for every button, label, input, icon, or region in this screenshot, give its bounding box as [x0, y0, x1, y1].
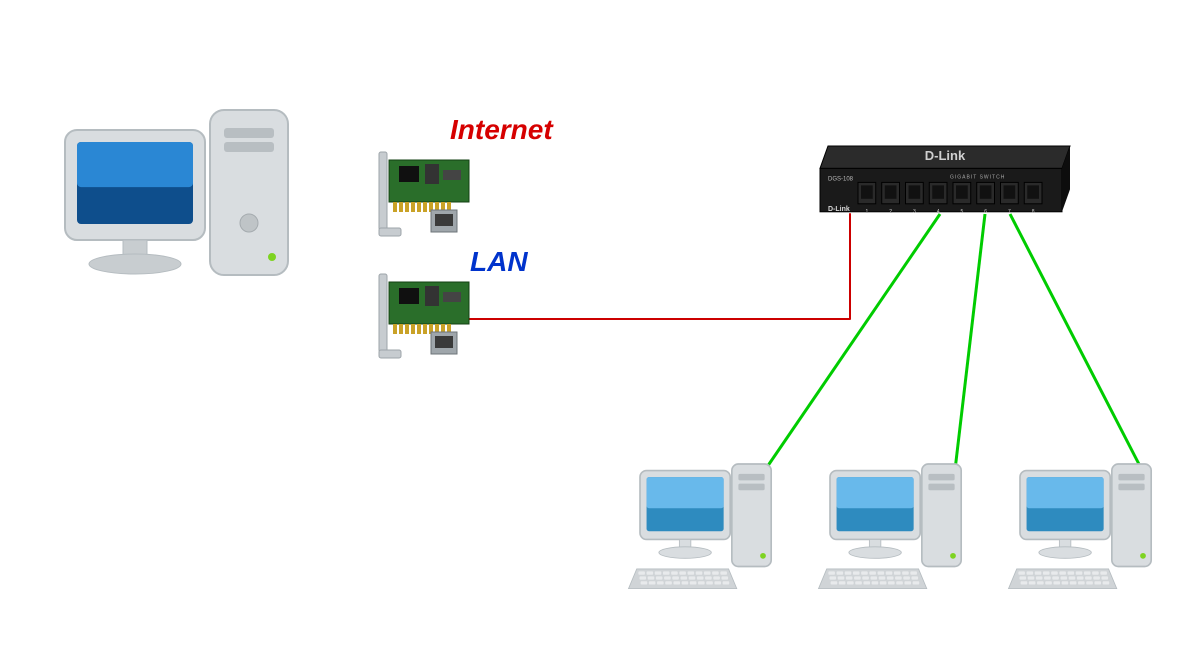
cables-layer — [455, 214, 1142, 470]
svg-text:3: 3 — [913, 209, 916, 215]
diagram-canvas: D-Link DGS-108 GIGABIT SWITCH D-Link 1 2 3 4 5 6 7… — [0, 0, 1200, 669]
svg-text:4: 4 — [937, 209, 940, 215]
svg-text:2: 2 — [889, 209, 892, 215]
cable-switch-client-3 — [1010, 214, 1142, 470]
nic-card-lan — [379, 274, 469, 358]
network-switch: D-Link DGS-108 GIGABIT SWITCH D-Link 1 2 3 4 5 6 7… — [820, 146, 1070, 215]
svg-text:6: 6 — [984, 209, 987, 215]
svg-text:8: 8 — [1032, 209, 1035, 215]
cable-switch-client-2 — [955, 214, 985, 470]
cable-switch-client-1 — [765, 214, 940, 470]
client-pc-2 — [819, 464, 962, 589]
svg-text:GIGABIT SWITCH: GIGABIT SWITCH — [950, 174, 1005, 180]
svg-text:5: 5 — [960, 209, 963, 215]
svg-text:D-Link: D-Link — [925, 148, 966, 163]
nic-card-internet — [379, 152, 469, 236]
svg-text:7: 7 — [1008, 209, 1011, 215]
diagram-svg: D-Link DGS-108 GIGABIT SWITCH D-Link 1 2 3 4 5 6 7… — [0, 0, 1200, 669]
client-pc-1 — [629, 464, 772, 589]
server-pc — [65, 110, 288, 275]
svg-text:1: 1 — [865, 209, 868, 215]
svg-text:DGS-108: DGS-108 — [828, 176, 854, 182]
label-lan: LAN — [470, 246, 528, 278]
client-pc-3 — [1009, 464, 1152, 589]
label-internet: Internet — [450, 114, 553, 146]
svg-text:D-Link: D-Link — [828, 206, 850, 213]
